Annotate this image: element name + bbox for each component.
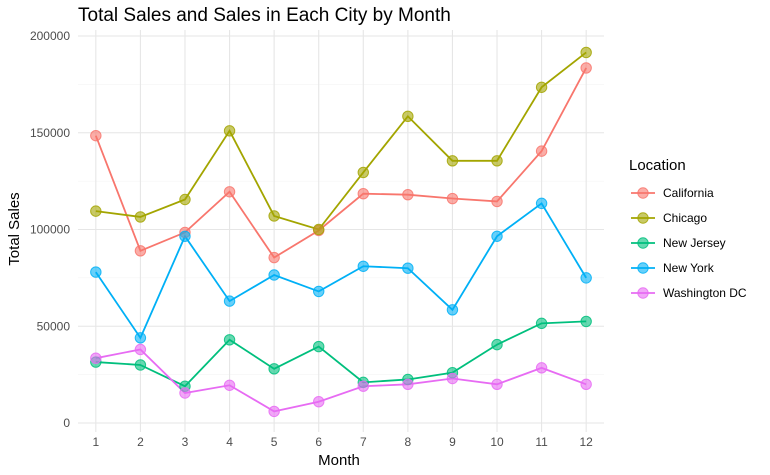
- data-point-new-york: [535, 197, 548, 210]
- data-point-washington-dc: [313, 396, 325, 408]
- x-tick-label: 5: [271, 435, 278, 449]
- legend-label-washington-dc: Washington DC: [663, 286, 747, 300]
- x-tick-label: 9: [449, 435, 456, 449]
- legend-label-california: California: [663, 186, 714, 200]
- data-point-new-jersey: [535, 317, 548, 330]
- data-point-new-york: [402, 262, 414, 274]
- legend-key-point-california: [637, 187, 649, 199]
- data-point-new-york: [446, 304, 459, 316]
- legend-title: Location: [629, 157, 686, 174]
- y-tick-label: 150000: [30, 126, 70, 140]
- data-point-washington-dc: [491, 378, 503, 390]
- x-tick-label: 4: [226, 435, 233, 449]
- data-point-washington-dc: [134, 343, 147, 356]
- data-point-washington-dc: [268, 405, 280, 418]
- grid: [78, 30, 604, 432]
- data-point-chicago: [402, 110, 414, 123]
- legend-key-point-new-york: [637, 262, 649, 274]
- legend-label-new-jersey: New Jersey: [663, 236, 726, 250]
- data-point-chicago: [179, 193, 191, 206]
- data-point-california: [134, 245, 147, 257]
- data-point-california: [491, 195, 503, 208]
- data-point-new-york: [223, 295, 236, 307]
- y-axis-title: Total Sales: [6, 192, 23, 265]
- data-point-california: [357, 188, 369, 200]
- x-tick-label: 8: [405, 435, 412, 449]
- data-point-new-york: [313, 285, 325, 298]
- data-point-california: [446, 192, 459, 205]
- data-point-new-york: [491, 230, 503, 242]
- data-point-california: [223, 186, 236, 198]
- data-point-new-york: [580, 272, 592, 284]
- x-tick-label: 3: [182, 435, 189, 449]
- y-tick-label: 50000: [37, 319, 71, 333]
- x-tick-label: 7: [360, 435, 367, 449]
- data-point-chicago: [313, 223, 325, 236]
- data-point-washington-dc: [402, 378, 414, 390]
- data-point-california: [580, 62, 592, 74]
- data-point-new-york: [357, 260, 369, 272]
- data-point-chicago: [134, 211, 147, 223]
- data-point-chicago: [580, 46, 592, 59]
- data-point-new-jersey: [491, 338, 503, 351]
- data-point-california: [535, 145, 548, 157]
- data-point-california: [90, 129, 102, 142]
- data-point-chicago: [357, 166, 369, 179]
- x-tick-label: 2: [137, 435, 144, 449]
- series-line-new-york: [95, 202, 587, 340]
- series-line-washington-dc: [95, 348, 587, 413]
- x-tick-label: 12: [579, 435, 593, 449]
- data-point-new-york: [268, 269, 280, 281]
- data-point-new-jersey: [268, 363, 280, 375]
- x-axis-ticks: 1 2 3 4 5 6 7 8 9 10 11 12: [92, 435, 593, 449]
- series-points: [90, 46, 592, 418]
- series-line-new-jersey: [95, 320, 587, 388]
- legend-key-point-new-jersey: [637, 237, 649, 249]
- data-point-washington-dc: [90, 352, 102, 364]
- data-point-chicago: [90, 205, 102, 217]
- y-axis-ticks: 0 50000 100000 150000 200000: [30, 29, 70, 430]
- data-point-new-jersey: [580, 315, 592, 328]
- data-point-washington-dc: [179, 387, 191, 399]
- data-point-washington-dc: [446, 372, 459, 385]
- x-tick-label: 10: [490, 435, 504, 449]
- legend-label-chicago: Chicago: [663, 211, 707, 225]
- series-line-california: [94, 67, 587, 259]
- x-tick-label: 11: [535, 435, 548, 449]
- series-line-chicago: [95, 51, 587, 231]
- data-point-chicago: [491, 155, 503, 167]
- data-point-washington-dc: [223, 379, 236, 391]
- data-point-washington-dc: [580, 378, 592, 390]
- legend: California Chicago New Jersey New York Washi…: [631, 186, 747, 300]
- data-point-new-york: [179, 230, 191, 242]
- data-point-new-york: [90, 266, 102, 278]
- data-point-california: [402, 188, 414, 201]
- data-point-washington-dc: [535, 362, 548, 374]
- data-point-california: [268, 251, 280, 264]
- legend-key-point-chicago: [637, 212, 649, 224]
- data-point-washington-dc: [357, 380, 369, 392]
- series-lines: [94, 51, 587, 413]
- y-tick-label: 0: [63, 416, 70, 430]
- data-point-chicago: [446, 155, 459, 167]
- y-tick-label: 200000: [30, 29, 70, 43]
- data-point-chicago: [223, 125, 236, 137]
- x-axis-title: Month: [318, 452, 360, 469]
- x-tick-label: 1: [92, 435, 99, 449]
- chart-title: Total Sales and Sales in Each City by Mo…: [78, 5, 451, 26]
- data-point-new-york: [134, 332, 147, 344]
- data-point-chicago: [535, 81, 548, 93]
- y-tick-label: 100000: [30, 223, 70, 237]
- legend-label-new-york: New York: [663, 261, 715, 275]
- data-point-new-jersey: [134, 359, 147, 371]
- x-tick-label: 6: [315, 435, 322, 449]
- legend-key-point-washington-dc: [637, 287, 649, 299]
- data-point-new-jersey: [313, 340, 325, 353]
- data-point-chicago: [268, 210, 280, 222]
- data-point-new-jersey: [223, 334, 236, 346]
